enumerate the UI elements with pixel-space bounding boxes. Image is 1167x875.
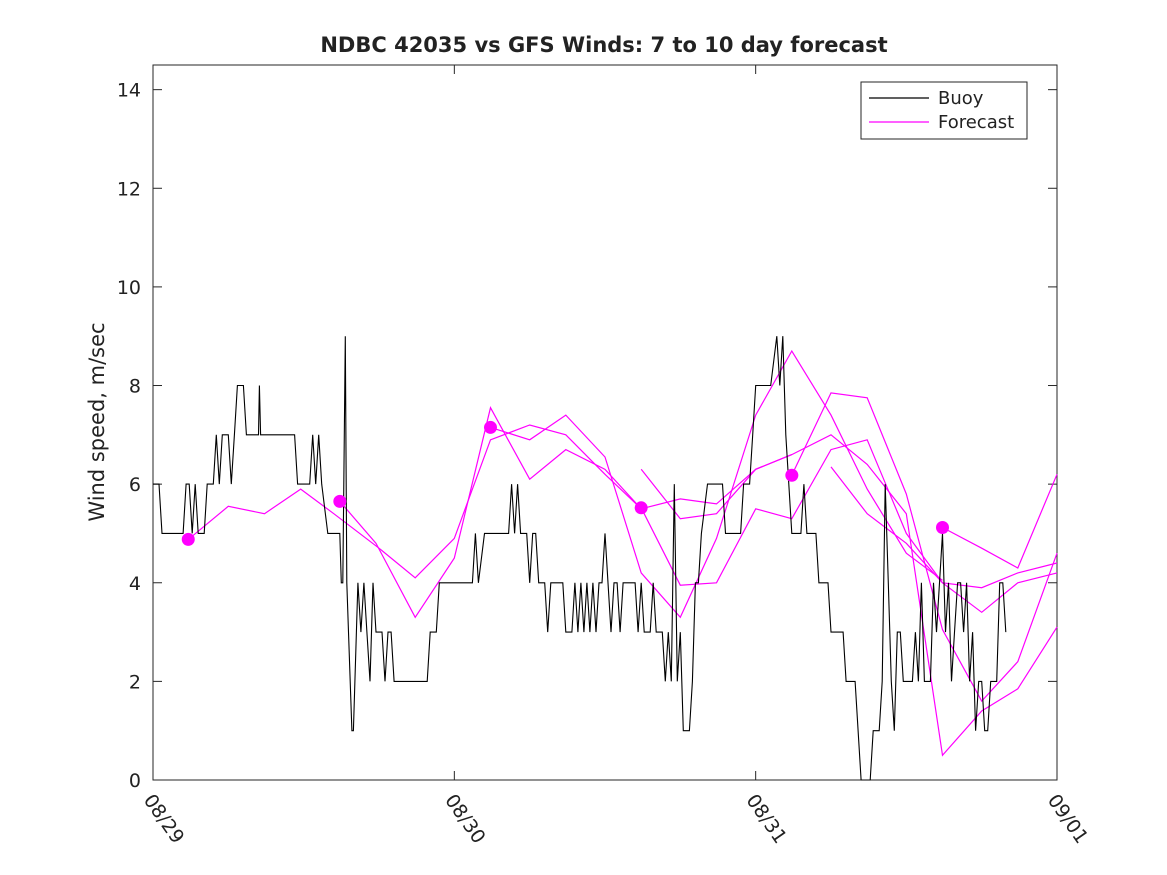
y-tick-label: 0 bbox=[129, 770, 141, 792]
y-tick-label: 6 bbox=[129, 474, 141, 496]
y-tick-label: 10 bbox=[117, 277, 141, 299]
forecast-line-5 bbox=[791, 392, 1058, 703]
forecast-start-marker bbox=[935, 521, 949, 535]
legend-label-buoy: Buoy bbox=[938, 88, 984, 109]
plot-area bbox=[152, 64, 1058, 781]
forecast-line-7 bbox=[640, 434, 1058, 757]
forecast-start-markers bbox=[181, 420, 949, 546]
y-tick-label: 2 bbox=[129, 671, 141, 693]
forecast-line-4 bbox=[640, 439, 1058, 614]
forecast-series-group bbox=[187, 349, 1058, 757]
y-axis-label: Wind speed, m/sec bbox=[85, 322, 109, 521]
forecast-start-marker bbox=[634, 501, 648, 515]
y-tick-label: 14 bbox=[117, 80, 141, 102]
forecast-line-2 bbox=[339, 406, 793, 619]
forecast-start-marker bbox=[333, 494, 347, 508]
buoy-line bbox=[153, 336, 1007, 781]
legend-label-forecast: Forecast bbox=[938, 112, 1014, 133]
y-axis: 0 2 4 6 8 10 12 14 bbox=[117, 80, 1057, 792]
forecast-start-marker bbox=[483, 420, 497, 434]
y-tick-label: 12 bbox=[117, 178, 141, 200]
forecast-line-1 bbox=[187, 424, 642, 579]
legend: Buoy Forecast bbox=[860, 81, 1028, 140]
y-tick-label: 4 bbox=[129, 573, 141, 595]
forecast-start-marker bbox=[181, 532, 195, 546]
chart-title: NDBC 42035 vs GFS Winds: 7 to 10 day for… bbox=[320, 33, 887, 57]
forecast-start-marker bbox=[785, 468, 799, 482]
forecast-line-3 bbox=[490, 349, 943, 619]
y-tick-label: 8 bbox=[129, 376, 141, 398]
forecast-line-6 bbox=[942, 474, 1058, 569]
legend-box bbox=[860, 81, 1028, 140]
buoy-series-group bbox=[153, 336, 1007, 781]
forecast-line-8 bbox=[830, 466, 1058, 589]
